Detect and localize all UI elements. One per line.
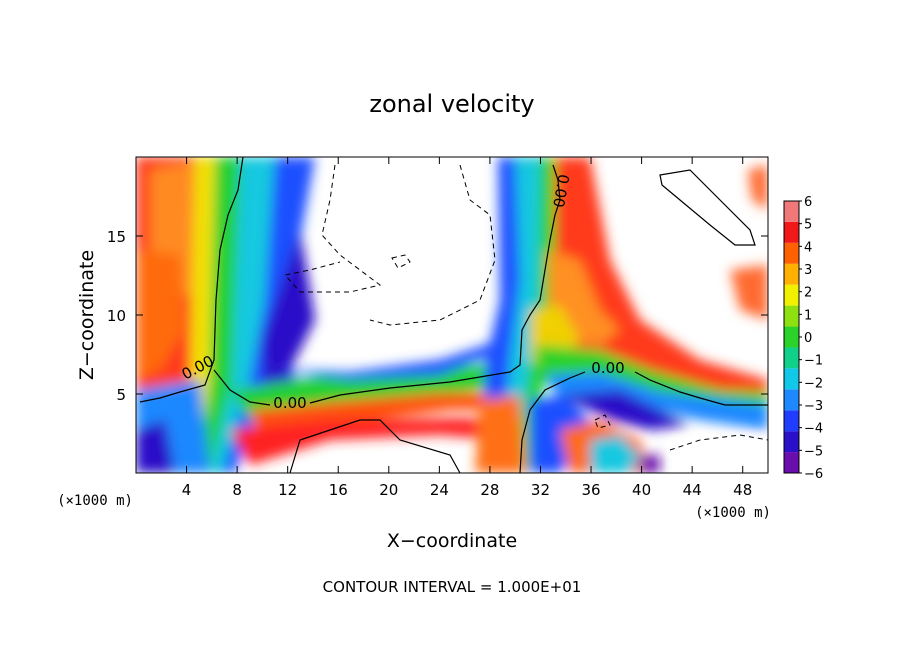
y-tick-label: 5 xyxy=(116,386,126,404)
colorbar-tick-label: 6 xyxy=(804,195,812,210)
colorbar-swatch xyxy=(784,326,799,348)
x-unit-left: (×1000 m) xyxy=(57,493,133,509)
contour-right-loop xyxy=(659,169,756,246)
colorbar-tick-label: 2 xyxy=(804,286,812,301)
contour-negative-5 xyxy=(594,414,611,429)
x-tick-label: 12 xyxy=(278,481,297,499)
chart-title: zonal velocity xyxy=(369,90,534,118)
x-tick-label: 40 xyxy=(632,481,651,499)
colorbar-tick-label: 1 xyxy=(804,308,812,323)
colorbar-tick-label: −1 xyxy=(804,354,823,369)
colorbar-tick-label: −2 xyxy=(804,376,823,391)
colorbar-swatch xyxy=(784,452,799,473)
x-axis: 4 8 12 16 20 24 28 32 36 40 44 48 xyxy=(182,157,752,499)
x-axis-label: X−coordinate xyxy=(387,530,517,552)
colorbar-tick-label: −6 xyxy=(804,467,823,482)
contour-label: 0.00 xyxy=(591,359,624,377)
contour-dashed xyxy=(284,164,768,451)
colorbar-swatch xyxy=(784,431,799,453)
colorbar: 6 5 4 3 2 1 0 −1 −2 −3 −4 −5 −6 xyxy=(783,195,823,482)
x-tick-label: 16 xyxy=(329,481,348,499)
contour-negative-3 xyxy=(391,254,411,269)
colorbar-swatch xyxy=(784,368,799,390)
contour-label: 0.00 xyxy=(549,173,573,209)
colorbar-swatch xyxy=(784,263,799,285)
contour-lower-loop xyxy=(289,419,461,473)
colorbar-tick-label: 3 xyxy=(804,263,812,278)
heatmap-field xyxy=(136,157,768,473)
x-tick-label: 8 xyxy=(232,481,242,499)
colorbar-tick-label: 0 xyxy=(804,331,812,346)
colorbar-tick-label: 4 xyxy=(804,240,812,255)
x-tick-label: 4 xyxy=(182,481,192,499)
y-tick-label: 15 xyxy=(107,228,126,246)
contour-negative-2 xyxy=(369,164,496,326)
contour-negative-1 xyxy=(284,164,382,293)
colorbar-tick-label: −4 xyxy=(804,422,823,437)
colorbar-swatch xyxy=(784,242,799,264)
colorbar-swatch xyxy=(784,221,799,243)
x-tick-label: 28 xyxy=(480,481,499,499)
contour-zero-left xyxy=(139,157,244,403)
x-tick-label: 32 xyxy=(531,481,550,499)
colorbar-tick-label: 5 xyxy=(804,218,812,233)
contour-zero-right xyxy=(634,371,768,406)
contour-label: 0.00 xyxy=(273,394,306,412)
contour-lines xyxy=(139,157,768,473)
x-unit-right: (×1000 m) xyxy=(695,505,771,521)
velocity-fill xyxy=(136,157,768,473)
contour-zero-column xyxy=(309,164,561,404)
colorbar-tick-label: −3 xyxy=(804,399,823,414)
contour-labels: 0.00 0.00 0.00 0.00 xyxy=(179,173,625,412)
colorbar-swatch xyxy=(784,284,799,306)
colorbar-swatch xyxy=(784,389,799,411)
x-tick-label: 36 xyxy=(581,481,600,499)
contour-interval-note: CONTOUR INTERVAL = 1.000E+01 xyxy=(323,578,582,596)
contour-zero-mid xyxy=(213,369,271,406)
x-tick-label: 44 xyxy=(683,481,702,499)
colorbar-swatch xyxy=(784,347,799,369)
contour-zero-lower xyxy=(519,371,586,473)
y-axis-label: Z−coordinate xyxy=(76,250,98,380)
colorbar-swatch xyxy=(784,305,799,327)
y-axis: 5 10 15 xyxy=(107,228,768,404)
colorbar-swatch xyxy=(784,410,799,432)
x-tick-label: 24 xyxy=(430,481,449,499)
colorbar-swatch xyxy=(784,201,799,222)
x-tick-label: 20 xyxy=(379,481,398,499)
colorbar-tick-label: −5 xyxy=(804,444,823,459)
x-tick-label: 48 xyxy=(733,481,752,499)
y-tick-label: 10 xyxy=(107,307,126,325)
plot-area xyxy=(135,156,769,474)
